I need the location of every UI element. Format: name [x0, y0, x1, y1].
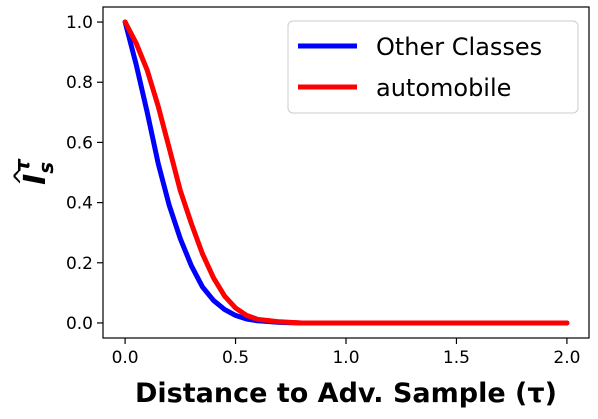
y-axis-label-hat: ^: [9, 166, 37, 186]
y-axis-label-sub: s: [34, 162, 58, 174]
x-tick-label: 0.0: [112, 348, 139, 368]
x-tick-label: 1.5: [443, 348, 470, 368]
x-axis-label: Distance to Adv. Sample (τ): [135, 378, 557, 409]
x-tick-label: 2.0: [553, 348, 580, 368]
y-axis: 0.0 0.2 0.4 0.6 0.8 1.0: [66, 13, 103, 334]
y-axis-label: Isτ ^: [9, 158, 58, 186]
svg-text:Isτ: Isτ: [10, 158, 58, 185]
y-tick-label: 0.2: [66, 254, 93, 274]
y-axis-label-base: I: [18, 174, 53, 185]
x-axis: 0.0 0.5 1.0 1.5 2.0: [112, 338, 580, 368]
y-tick-label: 0.0: [66, 314, 93, 334]
y-tick-label: 1.0: [66, 13, 93, 33]
y-tick-label: 0.4: [66, 194, 93, 214]
legend-label-other-classes: Other Classes: [376, 33, 542, 61]
y-tick-label: 0.6: [66, 133, 93, 153]
y-tick-label: 0.8: [66, 73, 93, 93]
series-lines: [122, 19, 570, 326]
x-tick-label: 0.5: [222, 348, 249, 368]
series-line-automobile: [122, 19, 570, 326]
y-axis-label-sup: τ: [10, 158, 34, 172]
legend: Other Classes automobile: [287, 20, 579, 114]
legend-label-automobile: automobile: [376, 74, 511, 102]
legend-box: [287, 20, 579, 114]
x-tick-label: 1.0: [332, 348, 359, 368]
